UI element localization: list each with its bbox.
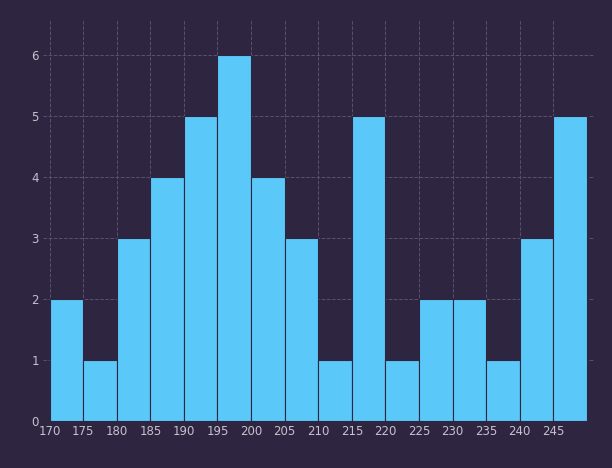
Bar [453,299,486,421]
Bar [117,238,151,421]
Bar [386,360,419,421]
Bar [50,299,83,421]
Bar [520,238,553,421]
Bar [318,360,352,421]
Bar [217,55,251,421]
Bar [486,360,520,421]
Bar [184,116,217,421]
Bar [352,116,386,421]
Bar [251,177,285,421]
Bar [83,360,117,421]
Bar [419,299,453,421]
Bar [553,116,587,421]
Bar [151,177,184,421]
Bar [285,238,318,421]
